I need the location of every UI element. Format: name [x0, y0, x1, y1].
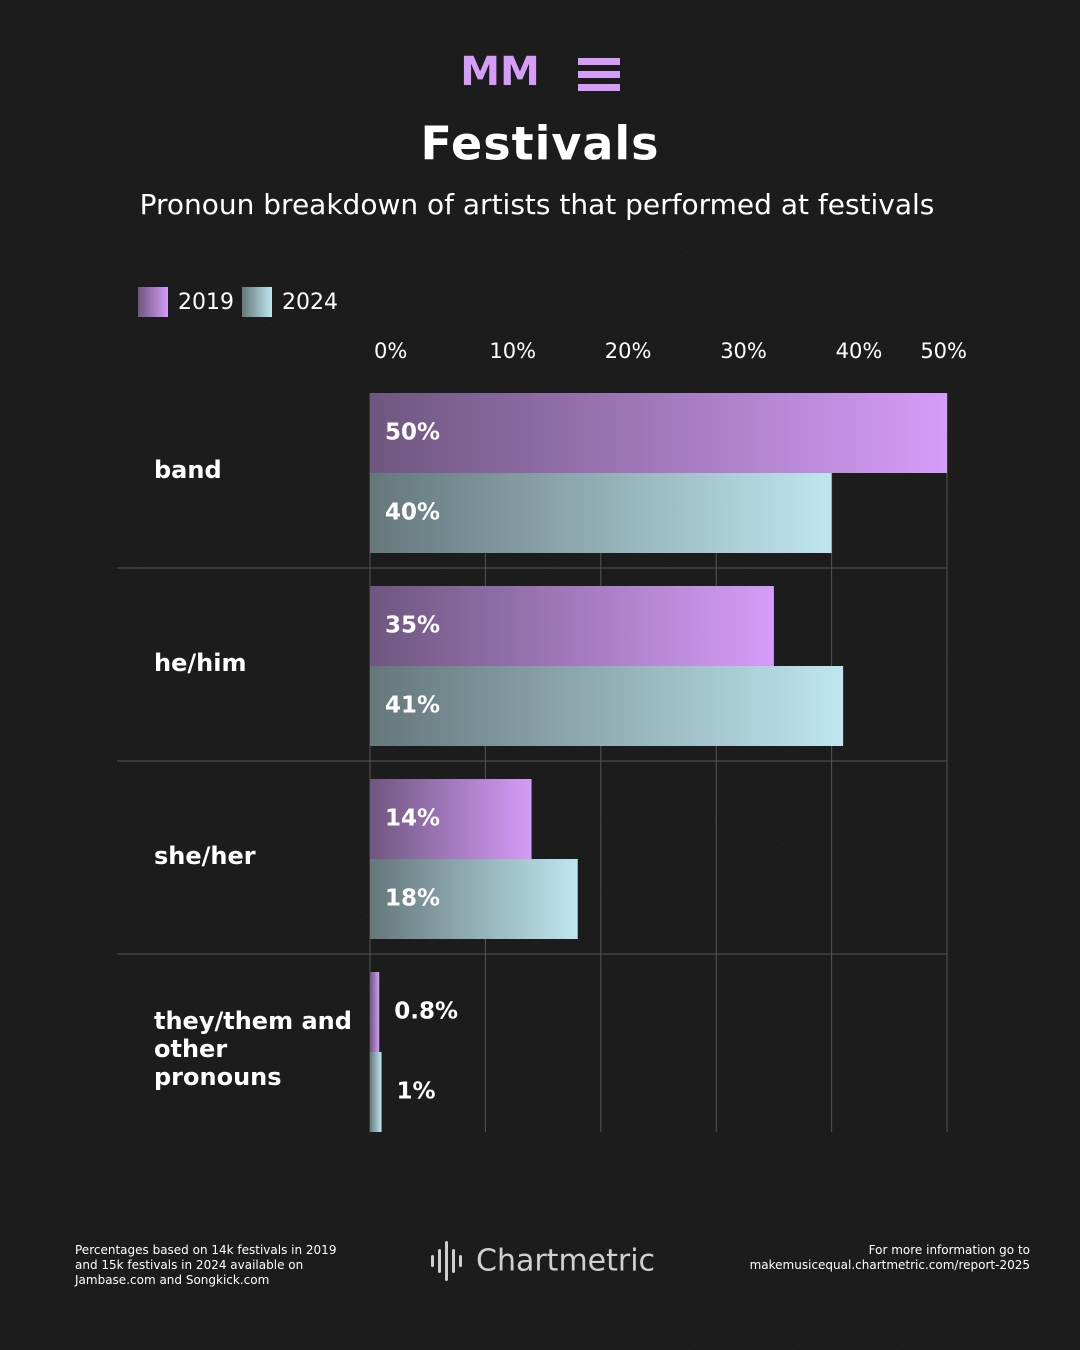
- x-tick-label: 0%: [374, 339, 407, 363]
- value-label: 40%: [385, 500, 440, 526]
- category-label: band: [154, 456, 222, 484]
- bar: [370, 779, 532, 859]
- x-tick-label: 10%: [489, 339, 536, 363]
- bar: [370, 859, 578, 939]
- info-label: For more information go to: [868, 1243, 1030, 1257]
- bar: [370, 972, 380, 1052]
- chart-subtitle: Pronoun breakdown of artists that perfor…: [140, 188, 935, 221]
- value-label: 41%: [385, 693, 440, 719]
- x-tick-label: 20%: [605, 339, 652, 363]
- category-label: he/him: [154, 649, 247, 677]
- value-label: 0.8%: [394, 999, 458, 1025]
- bar: [370, 666, 844, 746]
- brand-name: Chartmetric: [476, 1244, 655, 1279]
- bar: [370, 1052, 382, 1132]
- bar: [370, 586, 774, 666]
- x-tick-label: 30%: [720, 339, 767, 363]
- value-label: 18%: [385, 886, 440, 912]
- category-label: she/her: [154, 842, 256, 870]
- brand-icon: [431, 1241, 462, 1281]
- value-label: 14%: [385, 806, 440, 832]
- value-label: 50%: [385, 420, 440, 446]
- value-label: 1%: [397, 1079, 436, 1105]
- logo-e: [578, 58, 620, 91]
- legend-label: 2019: [178, 290, 234, 315]
- legend-swatch: [138, 287, 168, 317]
- category-label: they/them and other pronouns: [154, 1007, 352, 1091]
- value-label: 35%: [385, 613, 440, 639]
- chart-title: Festivals: [420, 117, 659, 171]
- info-url: makemusicequal.chartmetric.com/report-20…: [749, 1258, 1030, 1272]
- x-tick-label: 50%: [920, 339, 967, 363]
- x-tick-label: 40%: [836, 339, 883, 363]
- logo: MM: [460, 49, 540, 95]
- bar: [370, 393, 947, 473]
- legend-label: 2024: [282, 290, 338, 315]
- bar: [370, 473, 832, 553]
- footer-info: For more information go to makemusicequa…: [750, 1243, 1030, 1273]
- legend-swatch: [242, 287, 272, 317]
- footer-note: Percentages based on 14k festivals in 20…: [75, 1243, 337, 1287]
